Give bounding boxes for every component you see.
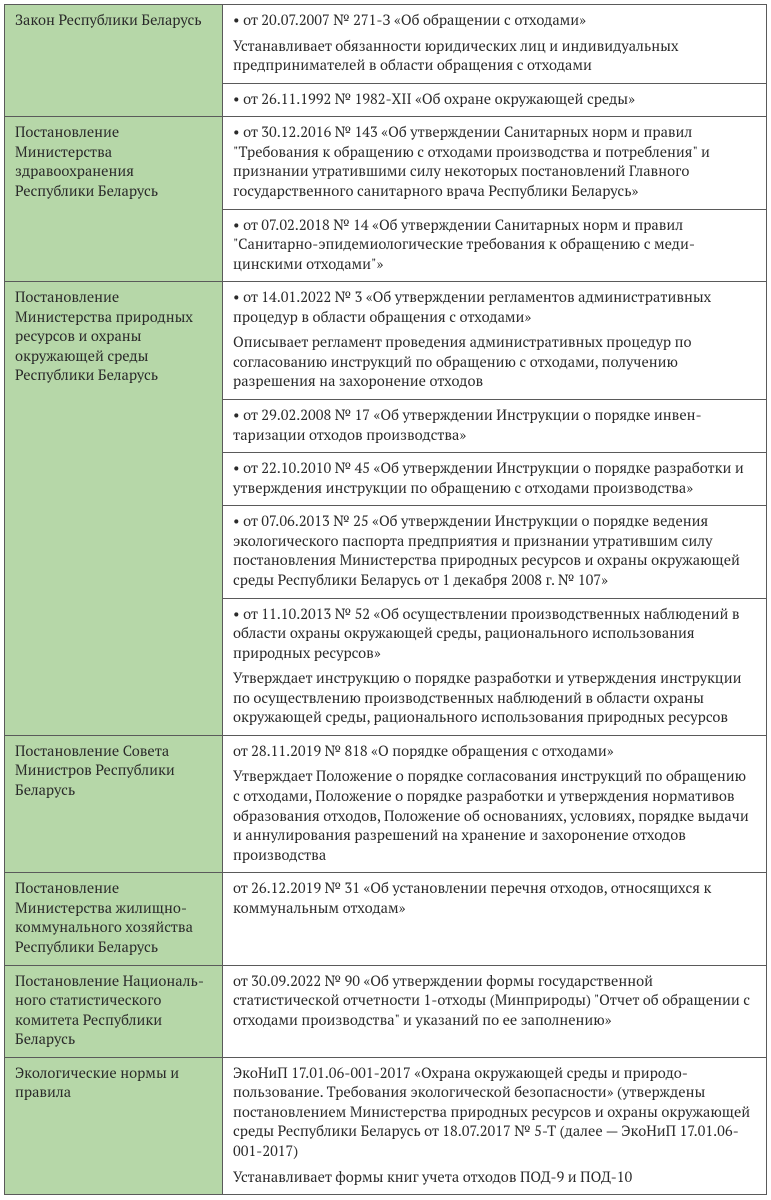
act-type-text: Закон Республики Беларусь bbox=[15, 11, 212, 31]
table-row: Экологические нормы и правила ЭкоНиП 17.0… bbox=[5, 1057, 767, 1194]
act-detail-cell: от 26.12.2019 № 31 «Об установлении пере… bbox=[223, 873, 767, 965]
act-detail-text: • от 07.02.2018 № 14 «Об утверждении Сан… bbox=[233, 216, 756, 275]
act-detail-cell: • от 29.02.2008 № 17 «Об утверждении Инс… bbox=[223, 400, 767, 453]
act-detail-cell: от 30.09.2022 № 90 «Об утверждении формы… bbox=[223, 965, 767, 1057]
act-type-cell: Постановление Националь­но­го статистиче… bbox=[5, 965, 223, 1057]
act-detail-cell: • от 20.07.2007 № 271-З «Об обращении с … bbox=[223, 5, 767, 84]
act-type-text: Постановление Министерства здравоохране­… bbox=[15, 123, 212, 201]
act-type-cell: Закон Республики Беларусь bbox=[5, 5, 223, 117]
act-detail-cell: от 28.11.2019 № 818 «О порядке обращения… bbox=[223, 735, 767, 872]
act-detail-cell: • от 07.06.2013 № 25 «Об утверждении Инс… bbox=[223, 506, 767, 598]
act-detail-text: • от 26.11.1992 № 1982-XII «Об охране ок… bbox=[233, 90, 756, 110]
act-detail-text: Утверждает Положение о порядке согласова… bbox=[233, 767, 756, 865]
table-row: Постановление Министерства жилищно-комму… bbox=[5, 873, 767, 965]
act-type-cell: Постановление Совета Министров Республик… bbox=[5, 735, 223, 872]
act-type-text: Постановление Министерства природных рес… bbox=[15, 288, 212, 386]
act-detail-cell: • от 26.11.1992 № 1982-XII «Об охране ок… bbox=[223, 83, 767, 117]
legal-acts-table: Закон Республики Беларусь • от 20.07.2007… bbox=[4, 4, 767, 1195]
act-detail-text: Устанавливает обязанности юридических ли… bbox=[233, 37, 756, 76]
act-type-text: Постановление Националь­но­го статистиче… bbox=[15, 972, 212, 1050]
act-detail-cell: • от 11.10.2013 № 52 «Об осуществлении п… bbox=[223, 598, 767, 735]
act-detail-text: • от 29.02.2008 № 17 «Об утверждении Инс… bbox=[233, 406, 756, 445]
act-type-cell: Постановление Министерства жилищно-комму… bbox=[5, 873, 223, 965]
act-detail-cell: • от 30.12.2016 № 143 «Об утверждении Са… bbox=[223, 117, 767, 209]
act-detail-text: • от 22.10.2010 № 45 «Об утверждении Инс… bbox=[233, 459, 756, 498]
act-detail-cell: • от 07.02.2018 № 14 «Об утверждении Сан… bbox=[223, 209, 767, 282]
table-row: Постановление Министерства природных рес… bbox=[5, 282, 767, 400]
act-detail-cell: ЭкоНиП 17.01.06-001-2017 «Охрана окружаю… bbox=[223, 1057, 767, 1194]
act-detail-text: от 30.09.2022 № 90 «Об утверждении формы… bbox=[233, 972, 756, 1031]
act-type-text: Постановление Совета Министров Республик… bbox=[15, 742, 212, 801]
act-detail-cell: • от 22.10.2010 № 45 «Об утверждении Инс… bbox=[223, 453, 767, 506]
act-detail-text: Описывает регламент проведения администр… bbox=[233, 333, 756, 392]
act-type-cell: Постановление Министерства природных рес… bbox=[5, 282, 223, 736]
act-detail-text: Устанавливает формы книг учета отходов П… bbox=[233, 1168, 756, 1188]
act-type-cell: Постановление Министерства здравоохране­… bbox=[5, 117, 223, 282]
act-type-cell: Экологические нормы и правила bbox=[5, 1057, 223, 1194]
act-detail-text: Утверждает инструкцию о порядке разработ… bbox=[233, 669, 756, 728]
act-detail-text: • от 20.07.2007 № 271-З «Об обращении с … bbox=[233, 11, 756, 31]
table-row: Постановление Националь­но­го статистиче… bbox=[5, 965, 767, 1057]
table-row: Закон Республики Беларусь • от 20.07.2007… bbox=[5, 5, 767, 84]
act-type-text: Постановление Министерства жилищно-комму… bbox=[15, 879, 212, 957]
act-detail-text: ЭкоНиП 17.01.06-001-2017 «Охрана окружаю… bbox=[233, 1064, 756, 1162]
act-detail-text: от 28.11.2019 № 818 «О порядке обращения… bbox=[233, 742, 756, 762]
act-detail-cell: • от 14.01.2022 № 3 «Об утверждении регл… bbox=[223, 282, 767, 400]
act-detail-text: • от 30.12.2016 № 143 «Об утверждении Са… bbox=[233, 123, 756, 201]
act-detail-text: от 26.12.2019 № 31 «Об установлении пере… bbox=[233, 879, 756, 918]
table-row: Постановление Совета Министров Республик… bbox=[5, 735, 767, 872]
act-detail-text: • от 11.10.2013 № 52 «Об осуществлении п… bbox=[233, 605, 756, 664]
table-row: Постановление Министерства здравоохране­… bbox=[5, 117, 767, 209]
act-detail-text: • от 07.06.2013 № 25 «Об утверждении Инс… bbox=[233, 512, 756, 590]
act-type-text: Экологические нормы и правила bbox=[15, 1064, 212, 1103]
act-detail-text: • от 14.01.2022 № 3 «Об утверждении регл… bbox=[233, 288, 756, 327]
